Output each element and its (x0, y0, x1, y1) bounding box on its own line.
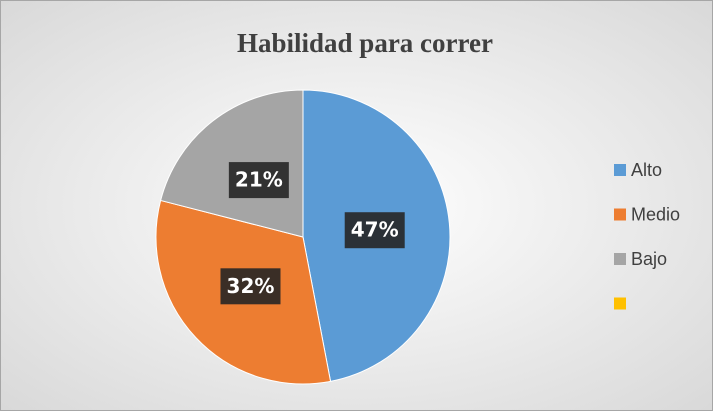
legend-swatch (614, 164, 626, 176)
data-label-box (344, 212, 405, 249)
legend-swatch (614, 208, 626, 221)
data-label: 47% (351, 218, 399, 242)
data-label-box (220, 268, 281, 305)
legend-label: Alto (631, 160, 662, 180)
legend-label: Medio (631, 204, 680, 224)
data-label-box (228, 162, 289, 199)
chart-title: Habilidad para correr (237, 28, 493, 58)
legend-swatch (614, 297, 626, 310)
legend-label: Bajo (631, 249, 667, 269)
data-label: 21% (235, 168, 283, 192)
data-label: 32% (227, 274, 275, 298)
legend-swatch (614, 253, 626, 265)
